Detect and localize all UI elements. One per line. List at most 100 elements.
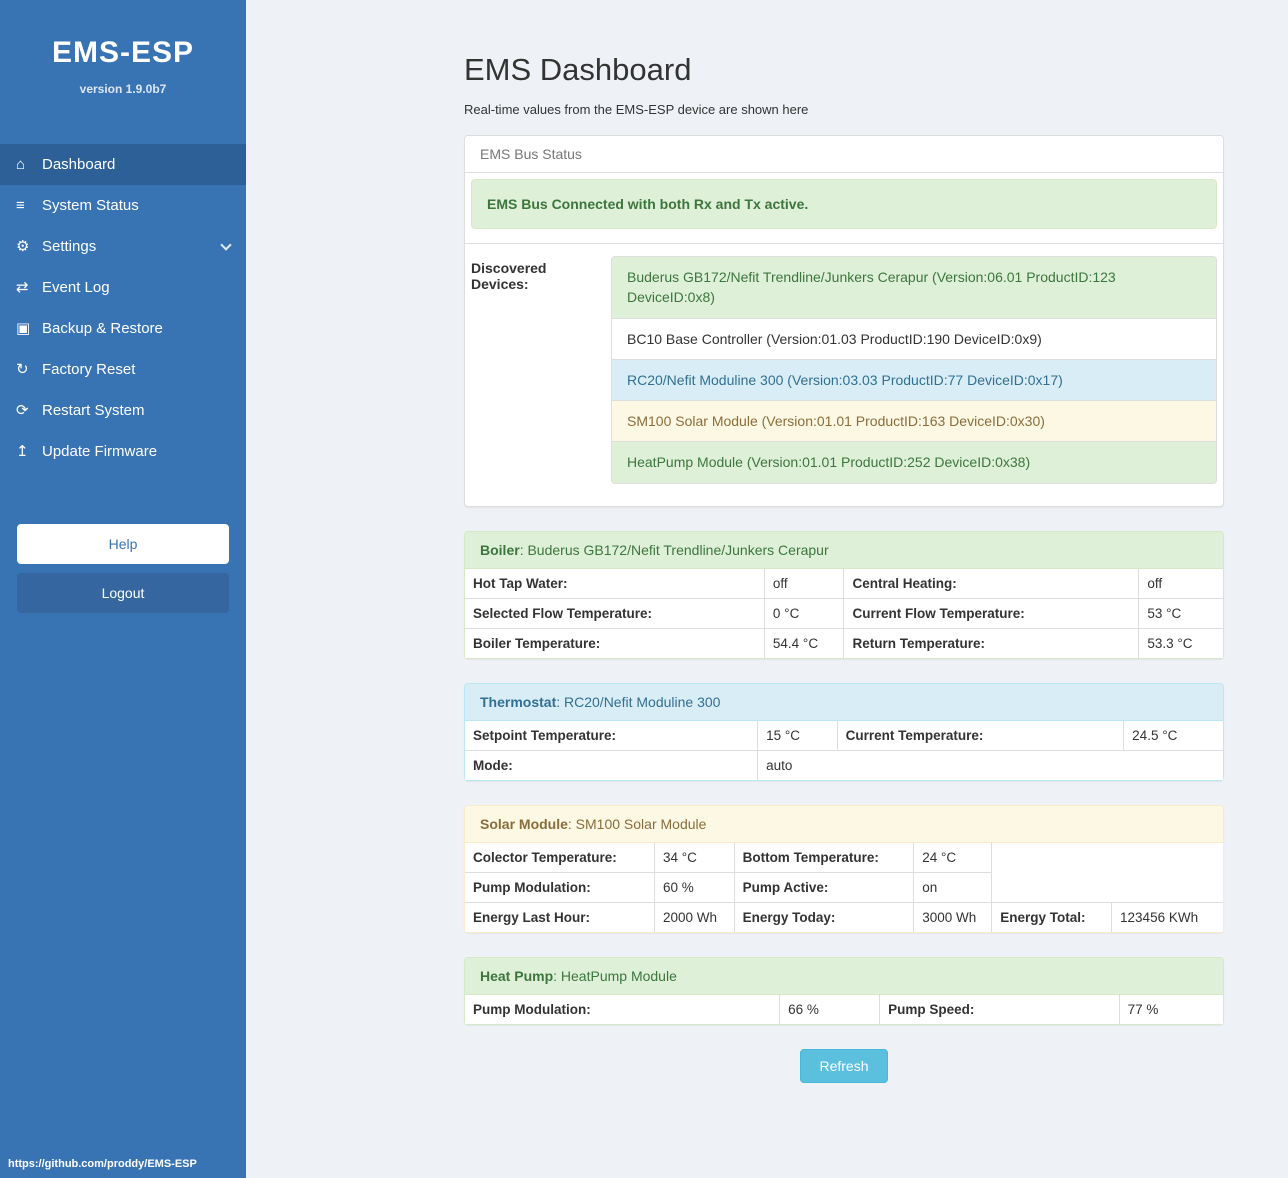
boiler-table: Hot Tap Water: off Central Heating: off …: [465, 568, 1223, 658]
factory-reset-icon: ↻: [16, 361, 29, 378]
field-label: Pump Speed:: [879, 994, 1120, 1024]
refresh-button[interactable]: Refresh: [800, 1048, 888, 1083]
field-label: Selected Flow Temperature:: [465, 597, 765, 629]
sidebar-nav: ⌂ Dashboard ≡ System Status ⚙ Settings ⇄…: [0, 144, 246, 472]
field-label: Energy Last Hour:: [465, 901, 655, 932]
device-list-item: Buderus GB172/Nefit Trendline/Junkers Ce…: [611, 256, 1217, 319]
sidebar-item-dashboard[interactable]: ⌂ Dashboard: [0, 144, 246, 185]
field-label: Boiler Temperature:: [465, 627, 765, 658]
field-value: 60 %: [654, 871, 735, 903]
restart-icon: ⟳: [16, 402, 29, 419]
solar-module-table: Colector Temperature: 34 °C Bottom Tempe…: [465, 842, 1223, 932]
boiler-subtitle: : Buderus GB172/Nefit Trendline/Junkers …: [519, 541, 829, 558]
boiler-heading: Boiler: Buderus GB172/Nefit Trendline/Ju…: [465, 531, 1223, 569]
sidebar-item-backup-restore[interactable]: ▣ Backup & Restore: [0, 308, 246, 349]
gear-icon: ⚙: [16, 238, 30, 255]
field-label: Pump Active:: [733, 871, 915, 903]
heat-pump-subtitle: : HeatPump Module: [553, 967, 677, 984]
save-icon: ▣: [16, 320, 31, 337]
field-label: Return Temperature:: [843, 627, 1140, 658]
heat-pump-table: Pump Modulation: 66 % Pump Speed: 77 %: [465, 994, 1223, 1024]
field-value: off: [1138, 568, 1223, 599]
bus-connected-alert: EMS Bus Connected with both Rx and Tx ac…: [471, 179, 1217, 229]
table-row: Pump Modulation: 66 % Pump Speed: 77 %: [465, 994, 1223, 1024]
field-value: 53.3 °C: [1138, 627, 1223, 658]
field-label: Current Flow Temperature:: [843, 597, 1140, 629]
discovered-devices-section: Discovered Devices: Buderus GB172/Nefit …: [465, 243, 1223, 506]
device-list-item: SM100 Solar Module (Version:01.01 Produc…: [611, 400, 1217, 443]
field-value: on: [913, 871, 993, 903]
thermostat-heading: Thermostat: RC20/Nefit Moduline 300: [465, 683, 1223, 721]
sidebar: EMS-ESP version 1.9.0b7 ⌂ Dashboard ≡ Sy…: [0, 0, 246, 1178]
device-list: Buderus GB172/Nefit Trendline/Junkers Ce…: [611, 256, 1217, 484]
field-label: Colector Temperature:: [465, 842, 655, 873]
discovered-devices-label: Discovered Devices:: [471, 260, 547, 292]
sidebar-item-label: Event Log: [42, 279, 110, 296]
table-row: Energy Last Hour: 2000 Wh Energy Today: …: [465, 901, 1223, 932]
field-label: Mode:: [465, 749, 759, 780]
sidebar-item-restart-system[interactable]: ⟳ Restart System: [0, 390, 246, 431]
github-link[interactable]: https://github.com/proddy/EMS-ESP: [8, 1158, 197, 1170]
page-subtitle: Real-time values from the EMS-ESP device…: [464, 102, 809, 117]
sidebar-item-event-log[interactable]: ⇄ Event Log: [0, 267, 246, 308]
field-value: 3000 Wh: [913, 901, 993, 932]
ems-bus-status-heading: EMS Bus Status: [465, 136, 1223, 173]
field-label: Energy Total:: [991, 901, 1113, 932]
field-label: Hot Tap Water:: [465, 568, 765, 599]
heat-pump-title: Heat Pump: [480, 967, 554, 984]
thermostat-title: Thermostat: [480, 693, 557, 710]
home-icon: ⌂: [16, 156, 26, 173]
thermostat-subtitle: : RC20/Nefit Moduline 300: [556, 693, 721, 710]
empty-cell: [991, 872, 1223, 903]
solar-module-subtitle: : SM100 Solar Module: [567, 815, 707, 832]
device-list-item: BC10 Base Controller (Version:01.03 Prod…: [611, 317, 1217, 360]
help-button[interactable]: Help: [17, 524, 229, 564]
device-list-item: RC20/Nefit Moduline 300 (Version:03.03 P…: [611, 358, 1217, 402]
table-row: Colector Temperature: 34 °C Bottom Tempe…: [465, 842, 1223, 873]
table-row: Selected Flow Temperature: 0 °C Current …: [465, 597, 1223, 629]
upload-icon: ↥: [16, 443, 29, 460]
sidebar-item-system-status[interactable]: ≡ System Status: [0, 185, 246, 226]
sidebar-item-label: Settings: [42, 238, 97, 255]
sidebar-item-label: Factory Reset: [42, 361, 136, 378]
sidebar-item-settings[interactable]: ⚙ Settings: [0, 226, 246, 267]
thermostat-table: Setpoint Temperature: 15 °C Current Temp…: [465, 720, 1223, 780]
sidebar-item-label: Backup & Restore: [42, 320, 163, 337]
field-label: Pump Modulation:: [465, 871, 655, 903]
boiler-panel: Boiler: Buderus GB172/Nefit Trendline/Ju…: [464, 530, 1224, 659]
exchange-icon: ⇄: [16, 279, 29, 296]
sidebar-item-label: Dashboard: [42, 156, 116, 173]
solar-module-panel: Solar Module: SM100 Solar Module Colecto…: [464, 804, 1224, 933]
thermostat-panel: Thermostat: RC20/Nefit Moduline 300 Setp…: [464, 682, 1224, 781]
heat-pump-heading: Heat Pump: HeatPump Module: [465, 957, 1223, 995]
field-value: 53 °C: [1138, 597, 1223, 629]
sidebar-item-update-firmware[interactable]: ↥ Update Firmware: [0, 431, 246, 472]
field-value: 2000 Wh: [654, 901, 735, 932]
field-value: 0 °C: [763, 597, 845, 629]
field-label: Setpoint Temperature:: [465, 720, 759, 751]
field-value: 24 °C: [913, 842, 993, 873]
field-value: 123456 KWh: [1111, 901, 1223, 932]
field-value: 24.5 °C: [1123, 720, 1223, 751]
table-row: Boiler Temperature: 54.4 °C Return Tempe…: [465, 627, 1223, 658]
field-label: Energy Today:: [733, 901, 915, 932]
field-label: Pump Modulation:: [465, 994, 781, 1024]
field-value: auto: [757, 749, 1223, 780]
field-value: 34 °C: [654, 842, 735, 873]
page-title: EMS Dashboard: [464, 52, 692, 87]
system-status-icon: ≡: [16, 197, 25, 214]
app-version: version 1.9.0b7: [79, 82, 167, 96]
table-row: Mode: auto: [465, 749, 1223, 780]
heat-pump-panel: Heat Pump: HeatPump Module Pump Modulati…: [464, 956, 1224, 1025]
table-row: Hot Tap Water: off Central Heating: off: [465, 568, 1223, 599]
field-label: Central Heating:: [843, 568, 1140, 599]
table-row: Setpoint Temperature: 15 °C Current Temp…: [465, 720, 1223, 751]
field-value: 15 °C: [757, 720, 838, 751]
logout-button[interactable]: Logout: [17, 573, 229, 613]
sidebar-item-label: Restart System: [42, 402, 145, 419]
ems-bus-status-panel: EMS Bus Status EMS Bus Connected with bo…: [464, 135, 1224, 507]
field-label: Current Temperature:: [836, 720, 1125, 751]
sidebar-item-factory-reset[interactable]: ↻ Factory Reset: [0, 349, 246, 390]
field-value: 54.4 °C: [763, 627, 845, 658]
solar-module-heading: Solar Module: SM100 Solar Module: [465, 805, 1223, 843]
